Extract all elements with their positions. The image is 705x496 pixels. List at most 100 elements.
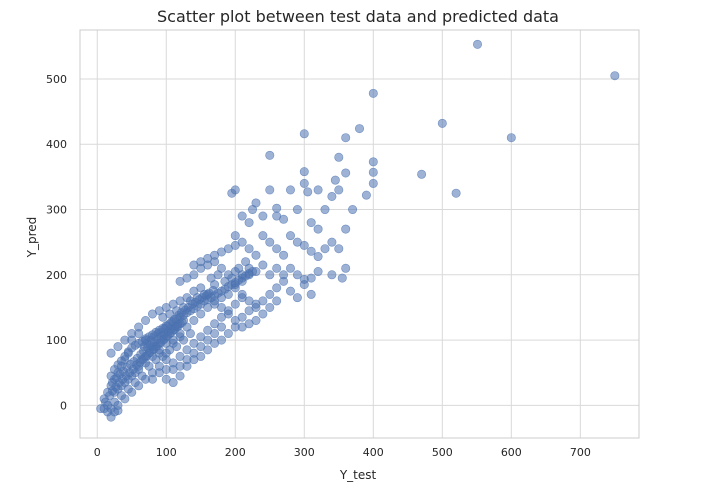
scatter-point <box>334 185 344 195</box>
scatter-point <box>258 309 268 319</box>
scatter-point <box>348 205 358 215</box>
scatter-point <box>292 293 302 303</box>
scatter-point <box>265 185 275 195</box>
scatter-point <box>179 302 189 312</box>
x-tick-labels: 0 100 200 300 400 500 600 700 <box>94 446 591 459</box>
scatter-point <box>272 211 282 221</box>
scatter-point <box>237 211 247 221</box>
scatter-point <box>203 345 213 355</box>
y-axis-label: Y_pred <box>25 217 39 259</box>
scatter-point <box>361 190 371 200</box>
scatter-point <box>258 260 268 270</box>
y-tick-label: 200 <box>46 269 67 282</box>
scatter-point <box>172 342 182 352</box>
scatter-point <box>341 133 351 143</box>
scatter-point <box>185 329 195 339</box>
scatter-point <box>313 267 323 277</box>
scatter-point <box>173 321 183 331</box>
scatter-point <box>334 244 344 254</box>
chart-title: Scatter plot between test data and predi… <box>157 7 559 26</box>
scatter-point <box>341 263 351 273</box>
scatter-point <box>272 283 282 293</box>
scatter-point <box>244 244 254 254</box>
scatter-point <box>327 191 337 201</box>
scatter-point <box>237 312 247 322</box>
scatter-point <box>237 293 247 303</box>
scatter-point <box>158 351 168 361</box>
scatter-point <box>299 240 309 250</box>
scatter-point <box>175 276 185 286</box>
scatter-point <box>417 169 427 179</box>
scatter-point <box>189 338 199 348</box>
scatter-point <box>327 237 337 247</box>
y-tick-label: 0 <box>60 399 67 412</box>
scatter-point <box>272 263 282 273</box>
scatter-point <box>279 250 289 260</box>
scatter-point <box>175 351 185 361</box>
scatter-point <box>113 342 123 352</box>
scatter-point <box>368 88 378 98</box>
scatter-point <box>265 150 275 160</box>
scatter-point <box>196 309 206 319</box>
scatter-point <box>437 118 447 128</box>
scatter-point <box>313 224 323 234</box>
scatter-point <box>168 378 178 388</box>
scatter-point <box>223 329 233 339</box>
scatter-point <box>175 371 185 381</box>
scatter-point <box>265 237 275 247</box>
x-tick-label: 500 <box>432 446 453 459</box>
scatter-point <box>258 231 268 241</box>
scatter-point <box>141 315 151 325</box>
x-tick-label: 700 <box>570 446 591 459</box>
scatter-point <box>123 384 133 394</box>
scatter-point <box>106 412 116 422</box>
scatter-point <box>101 397 111 407</box>
scatter-point <box>451 188 461 198</box>
scatter-point <box>244 218 254 228</box>
scatter-point <box>265 289 275 299</box>
scatter-point <box>196 351 206 361</box>
data-points <box>96 39 620 422</box>
scatter-point <box>144 361 154 371</box>
scatter-point <box>285 286 295 296</box>
scatter-point <box>258 211 268 221</box>
x-tick-label: 300 <box>294 446 315 459</box>
scatter-point <box>299 167 309 177</box>
scatter-point <box>341 224 351 234</box>
scatter-point <box>292 205 302 215</box>
scatter-point <box>182 345 192 355</box>
scatter-point <box>334 152 344 162</box>
scatter-point <box>285 231 295 241</box>
y-tick-label: 100 <box>46 334 67 347</box>
scatter-point <box>210 319 220 329</box>
scatter-point <box>230 299 240 309</box>
scatter-point <box>234 263 244 273</box>
scatter-point <box>265 302 275 312</box>
y-tick-labels: 0 100 200 300 400 500 <box>46 73 67 412</box>
x-tick-label: 400 <box>363 446 384 459</box>
scatter-point <box>285 263 295 273</box>
grid-lines <box>80 30 639 438</box>
scatter-point <box>230 322 240 332</box>
scatter-point <box>161 364 171 374</box>
scatter-point <box>147 374 157 384</box>
scatter-point <box>130 378 140 388</box>
plot-frame <box>79 29 640 439</box>
scatter-point <box>244 306 254 316</box>
x-tick-label: 100 <box>156 446 177 459</box>
x-axis-label: Y_test <box>339 468 377 482</box>
y-tick-label: 300 <box>46 204 67 217</box>
scatter-point <box>313 185 323 195</box>
scatter-point <box>216 335 226 345</box>
scatter-point <box>299 129 309 139</box>
scatter-point <box>216 312 226 322</box>
scatter-point <box>279 276 289 286</box>
scatter-point <box>303 187 313 197</box>
scatter-point <box>272 203 282 213</box>
scatter-point <box>327 270 337 280</box>
y-tick-label: 400 <box>46 138 67 151</box>
scatter-point <box>272 244 282 254</box>
scatter-point <box>230 240 240 250</box>
scatter-point <box>368 178 378 188</box>
scatter-point <box>137 371 147 381</box>
